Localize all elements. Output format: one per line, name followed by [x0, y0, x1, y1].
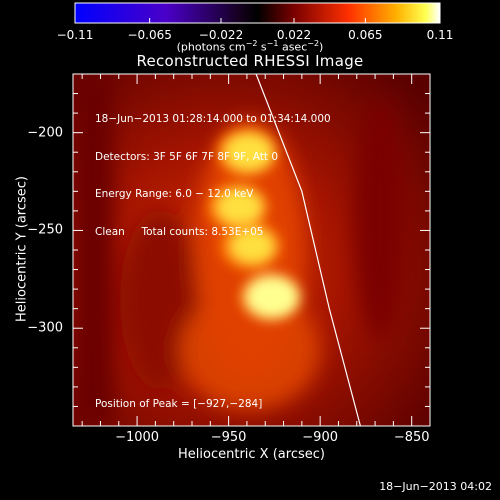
colorbar-tick-label: 0.11: [426, 28, 454, 42]
colorbar-tick-label: −0.11: [56, 28, 94, 42]
colorbar-tick-label: −0.065: [127, 28, 172, 42]
info-time-range: 18−Jun−2013 01:28:14.000 to 01:34:14.000: [95, 113, 331, 125]
source-core: [231, 229, 275, 263]
peak-position-label: Position of Peak = [−927,−284]: [95, 398, 263, 410]
heatmap-image: [73, 74, 430, 426]
source-core: [246, 276, 299, 317]
solar-limb-line: [255, 74, 362, 426]
x-axis-label: Heliocentric X (arcsec): [178, 447, 325, 462]
observation-info: 18−Jun−2013 01:28:14.000 to 01:34:14.000…: [95, 88, 331, 251]
y-axis-label: Heliocentric Y (arcsec): [14, 176, 30, 322]
colorbar-tick-label: −0.022: [198, 28, 244, 42]
colorbar-tick-label: 0.065: [348, 28, 383, 42]
chart-title: Reconstructed RHESSI Image: [136, 52, 364, 70]
x-tick-label: −850: [393, 430, 430, 445]
source-core: [225, 134, 273, 171]
colorbar-tickmarks: [74, 18, 441, 23]
colorbar-tick-label: 0.022: [276, 28, 312, 42]
timestamp: 18−Jun−2013 04:02: [379, 480, 492, 493]
axis-tickmarks: [73, 73, 431, 426]
info-detectors: Detectors: 3F 5F 6F 7F 8F 9F, Att 0: [95, 150, 279, 163]
info-clean-counts: Clean Total counts: 8.53E+05: [95, 225, 264, 238]
y-tick-label: −300: [27, 320, 63, 336]
y-tick-label: −200: [27, 125, 63, 141]
source-core: [217, 189, 263, 225]
colorbar-units: (photons cm−2 s−1 asec−2): [176, 39, 324, 54]
y-tick-label: −250: [27, 222, 63, 238]
x-tick-label: −1000: [115, 430, 160, 445]
info-energy-range: Energy Range: 6.0 − 12.0 keV: [95, 188, 254, 200]
x-tick-label: −950: [210, 430, 247, 445]
colorbar: [74, 2, 441, 24]
x-tick-label: −900: [302, 430, 338, 445]
